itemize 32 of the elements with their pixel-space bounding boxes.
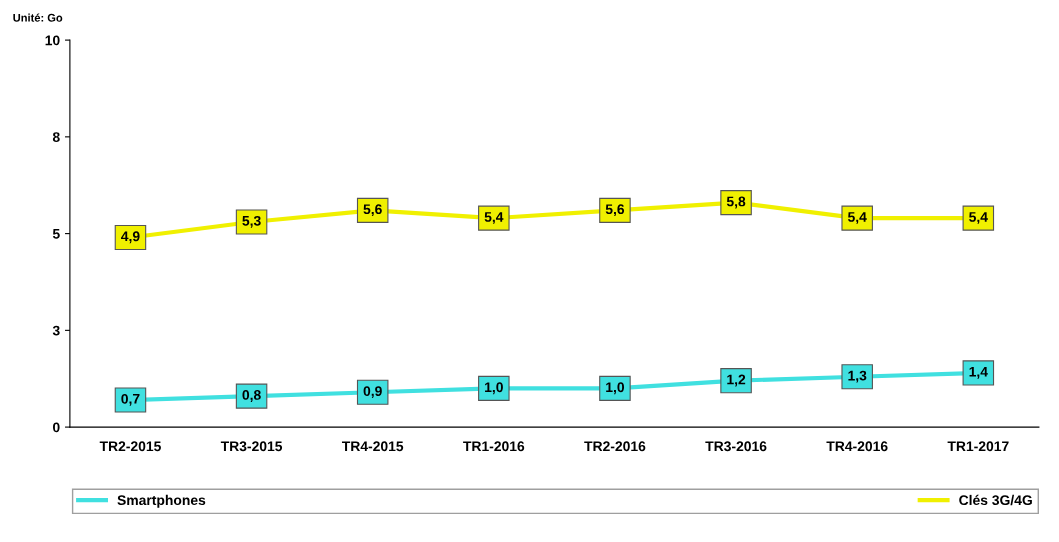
data-label: 5,8 (726, 196, 746, 209)
y-tick-label: 0 (53, 422, 60, 433)
x-tick-label: TR2-2016 (584, 441, 646, 452)
x-tick-label: TR4-2016 (826, 441, 888, 452)
data-label: 0,9 (363, 386, 382, 399)
y-tick-label: 3 (52, 325, 60, 336)
data-label: 1,3 (848, 370, 867, 383)
x-tick-label: TR4-2015 (341, 441, 404, 452)
data-label: 5,6 (605, 204, 625, 217)
data-label: 4,9 (121, 231, 140, 244)
x-tick-label: TR3-2015 (220, 441, 283, 452)
data-label: 5,4 (847, 212, 867, 224)
x-tick-label: TR3-2016 (705, 441, 767, 452)
data-label: 1,4 (969, 366, 988, 379)
data-label: 5,6 (363, 204, 382, 217)
y-tick-label: 5 (52, 229, 60, 239)
data-label: 1,0 (485, 382, 503, 395)
data-label: 5,4 (969, 212, 988, 224)
x-tick-label: TR2-2015 (99, 441, 161, 452)
y-tick-label: 10 (45, 35, 60, 46)
legend-label: Smartphones (117, 494, 206, 508)
legend-label: Clés 3G/4G (959, 494, 1032, 506)
y-tick-label: 8 (52, 132, 60, 143)
data-label: 0,7 (121, 393, 140, 406)
x-tick-label: TR1-2016 (463, 441, 525, 452)
data-label: 5,3 (242, 215, 261, 228)
text: Unité: Go (13, 13, 63, 22)
x-tick-label: TR1-2017 (947, 441, 1009, 452)
data-label: 1,2 (727, 374, 746, 387)
data-label: 1,0 (606, 382, 625, 395)
data-label: 0,8 (242, 390, 261, 402)
data-label: 5,4 (484, 212, 504, 224)
